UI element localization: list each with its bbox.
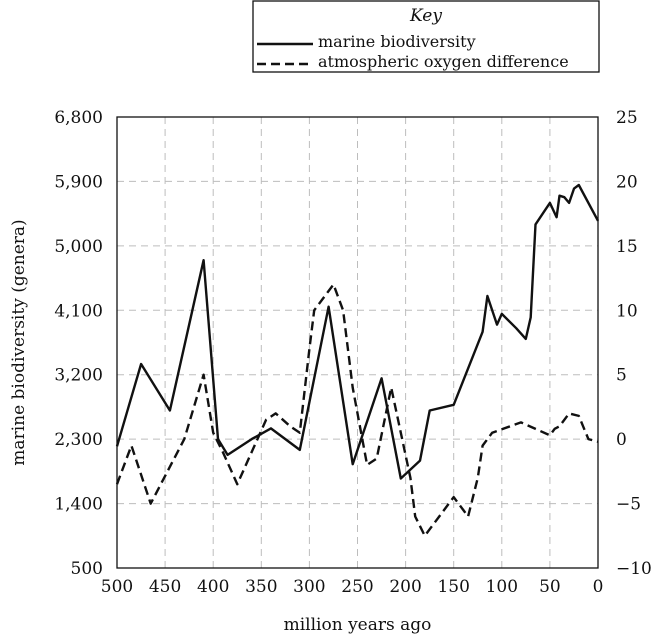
- left-y-axis-tick-labels: 500 1,400 2,300 3,200 4,100 5,000 5,900 6,800: [54, 108, 103, 579]
- gridlines: [117, 117, 598, 568]
- legend-box: [252, 0, 600, 73]
- left-y-tick-label: 4,100: [54, 301, 103, 321]
- left-y-tick-label: 2,300: [54, 430, 103, 450]
- left-y-tick-label: 5,000: [54, 237, 103, 257]
- legend-title: Key: [409, 6, 442, 26]
- x-tick-label: 400: [197, 577, 229, 597]
- right-y-tick-label: −10: [616, 559, 652, 579]
- x-tick-label: 250: [341, 577, 373, 597]
- x-axis-title: million years ago: [284, 615, 432, 635]
- x-tick-label: 200: [389, 577, 421, 597]
- right-y-tick-label: 0: [616, 430, 627, 450]
- x-tick-label: 500: [101, 577, 133, 597]
- right-y-tick-label: 10: [616, 301, 638, 321]
- right-y-tick-label: 5: [616, 366, 627, 386]
- left-y-tick-label: 6,800: [54, 108, 103, 128]
- plot-frame: [116, 116, 599, 569]
- right-y-tick-label: 25: [616, 108, 638, 128]
- x-tick-label: 350: [245, 577, 277, 597]
- right-y-axis-tick-labels: −10 −5 0 5 10 15 20 25: [616, 108, 652, 579]
- left-y-tick-label: 1,400: [54, 495, 103, 515]
- x-tick-label: 150: [437, 577, 469, 597]
- legend-label-atmospheric-oxygen-difference: atmospheric oxygen difference: [318, 52, 569, 71]
- x-tick-label: 100: [486, 577, 518, 597]
- left-y-tick-label: 3,200: [54, 366, 103, 386]
- right-y-tick-label: 15: [616, 237, 638, 257]
- x-tick-label: 300: [293, 577, 325, 597]
- left-y-tick-label: 500: [71, 559, 103, 579]
- x-axis-tick-labels: 500 450 400 350 300 250 200 150 100 50 0: [101, 577, 604, 597]
- x-tick-label: 450: [149, 577, 181, 597]
- series-line-marine-biodiversity: [115, 183, 600, 480]
- x-tick-label: 50: [539, 577, 561, 597]
- left-y-axis-title: marine biodiversity (genera): [9, 219, 29, 465]
- legend-label-marine-biodiversity: marine biodiversity: [318, 32, 476, 51]
- legend: Key marine biodiversity atmospheric oxyg…: [252, 0, 600, 73]
- right-y-tick-label: −5: [616, 495, 641, 515]
- series-lines: [115, 183, 600, 537]
- left-y-tick-label: 5,900: [54, 172, 103, 192]
- series-line-atmospheric-oxygen-difference: [115, 283, 599, 537]
- x-tick-label: 0: [593, 577, 604, 597]
- right-y-tick-label: 20: [616, 172, 638, 192]
